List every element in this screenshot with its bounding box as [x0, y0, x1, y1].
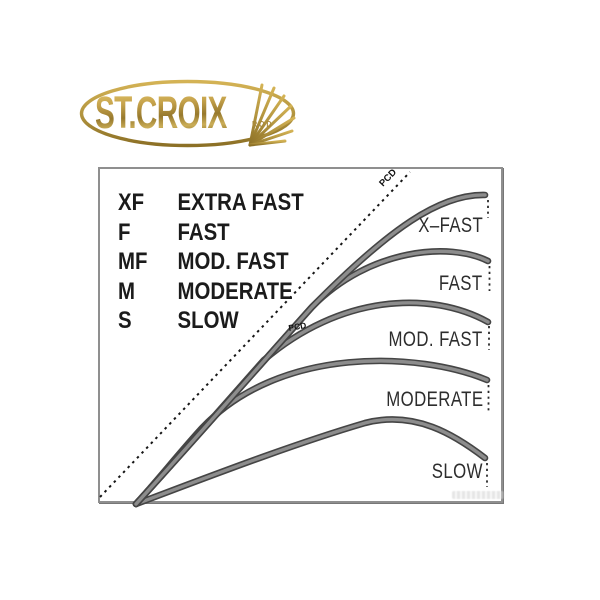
curve-tip-label-moderate: MODERATE	[385, 388, 483, 411]
logo-oval	[79, 79, 296, 148]
fan-rays-icon	[248, 83, 296, 147]
legend-label: MODERATE	[177, 277, 293, 305]
legend-row-fast: F FAST	[118, 218, 304, 248]
legend-row-slow: S SLOW	[118, 306, 304, 336]
legend-row-mod-fast: MF MOD. FAST	[118, 247, 304, 277]
watermark	[452, 491, 504, 499]
legend-abbr: F	[118, 218, 131, 246]
legend-label: EXTRA FAST	[177, 189, 304, 216]
legend-label: FAST	[177, 218, 230, 246]
legend-abbr: S	[118, 307, 132, 334]
st-croix-logo: ST.CROIX ROD	[72, 77, 307, 153]
legend-abbr: XF	[118, 189, 145, 216]
brand-sub-label: ROD	[252, 120, 274, 129]
legend-label: SLOW	[177, 307, 239, 334]
curve-tip-label-slow: SLOW	[431, 460, 483, 483]
brand-wordmark: ST.CROIX	[95, 87, 227, 138]
curve-tip-label-x-fast: X–FAST	[418, 214, 483, 237]
curve-tip-label-fast: FAST	[439, 272, 483, 295]
legend-abbr: M	[118, 277, 135, 305]
logo-oval-and-fan-icon	[79, 79, 296, 148]
action-legend: XF EXTRA FAST F FAST MF MOD. FAST M MODE…	[118, 188, 304, 336]
legend-abbr: MF	[118, 248, 148, 275]
legend-row-moderate: M MODERATE	[118, 277, 304, 307]
legend-row-extra-fast: XF EXTRA FAST	[118, 188, 304, 218]
curve-tip-label-mod-fast: MOD. FAST	[388, 328, 483, 351]
legend-label: MOD. FAST	[177, 248, 289, 275]
